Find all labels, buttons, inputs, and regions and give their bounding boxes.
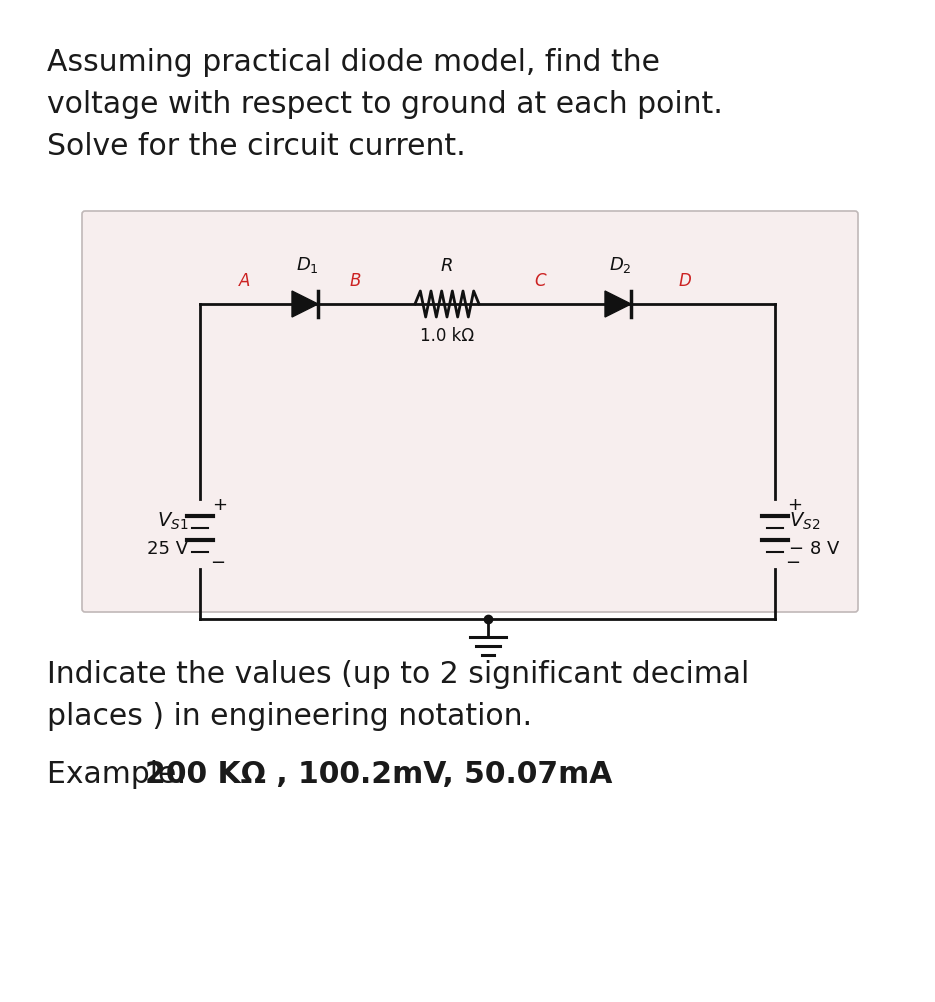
Text: −: −: [785, 553, 800, 571]
Text: Assuming practical diode model, find the: Assuming practical diode model, find the: [47, 48, 660, 77]
Text: +: +: [787, 496, 802, 513]
Text: $V_{S1}$: $V_{S1}$: [157, 510, 188, 531]
Polygon shape: [605, 292, 631, 318]
Text: voltage with respect to ground at each point.: voltage with respect to ground at each p…: [47, 90, 723, 119]
FancyBboxPatch shape: [82, 211, 858, 612]
Text: +: +: [212, 496, 227, 513]
Text: Indicate the values (up to 2 significant decimal: Indicate the values (up to 2 significant…: [47, 659, 749, 688]
Text: − 8 V: − 8 V: [789, 539, 840, 557]
Text: C: C: [534, 272, 546, 290]
Text: D: D: [679, 272, 691, 290]
Polygon shape: [292, 292, 318, 318]
Text: A: A: [239, 272, 251, 290]
Text: places ) in engineering notation.: places ) in engineering notation.: [47, 701, 532, 730]
Text: 25 V: 25 V: [147, 539, 188, 557]
Text: R: R: [440, 257, 453, 275]
Text: Example:: Example:: [47, 760, 196, 789]
Text: 1.0 kΩ: 1.0 kΩ: [420, 327, 474, 345]
Text: $D_2$: $D_2$: [609, 255, 631, 275]
Text: $V_{S2}$: $V_{S2}$: [789, 510, 820, 531]
Text: −: −: [210, 553, 225, 571]
Text: B: B: [350, 272, 361, 290]
Text: 200 KΩ , 100.2mV, 50.07mA: 200 KΩ , 100.2mV, 50.07mA: [145, 760, 612, 789]
Text: Solve for the circuit current.: Solve for the circuit current.: [47, 132, 466, 161]
Text: $D_1$: $D_1$: [295, 255, 319, 275]
